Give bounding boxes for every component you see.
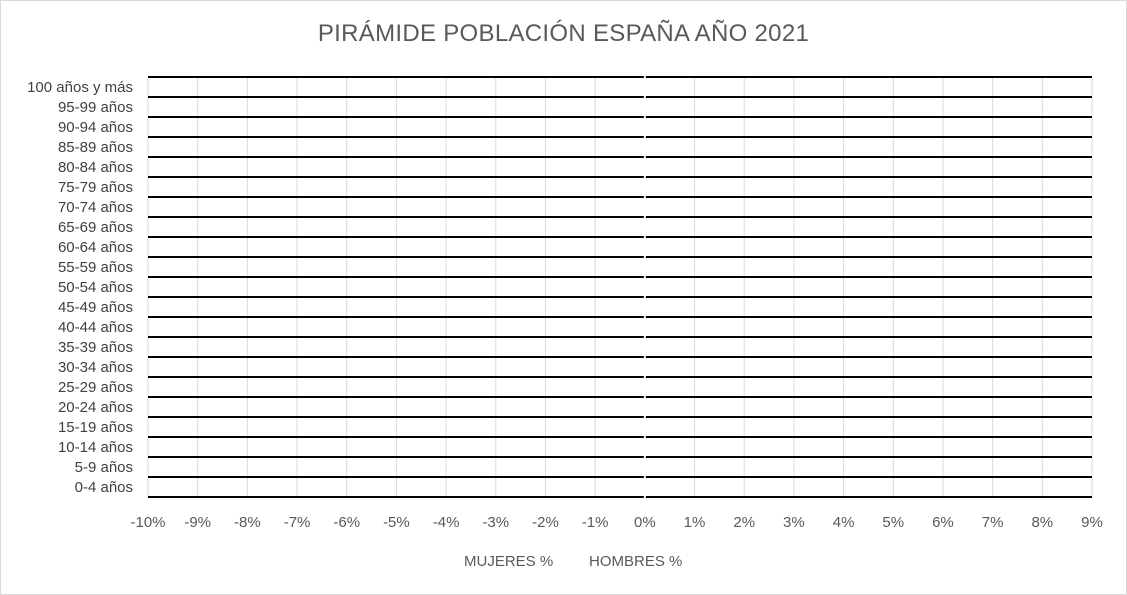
- y-tick-label: 50-54 años: [58, 279, 133, 296]
- y-tick-label: 20-24 años: [58, 399, 133, 416]
- x-tick-label: -9%: [184, 514, 211, 531]
- x-tick-label: 8%: [1031, 514, 1053, 531]
- legend-item-mujeres: MUJERES %: [464, 553, 554, 570]
- x-tick-label: 0%: [634, 514, 656, 531]
- x-tick-label: -10%: [130, 514, 165, 531]
- x-tick-label: 7%: [982, 514, 1004, 531]
- x-tick-label: 4%: [833, 514, 855, 531]
- legend-item-hombres: HOMBRES %: [589, 553, 683, 570]
- y-tick-label: 5-9 años: [75, 459, 133, 476]
- y-tick-label: 10-14 años: [58, 439, 133, 456]
- x-tick-label: 2%: [733, 514, 755, 531]
- x-tick-label: -5%: [383, 514, 410, 531]
- y-tick-label: 30-34 años: [58, 359, 133, 376]
- y-tick-label: 60-64 años: [58, 239, 133, 256]
- x-tick-label: 1%: [684, 514, 706, 531]
- x-tick-label: -8%: [234, 514, 261, 531]
- y-tick-label: 75-79 años: [58, 179, 133, 196]
- y-tick-label: 15-19 años: [58, 419, 133, 436]
- x-tick-label: 9%: [1081, 514, 1103, 531]
- x-tick-label: -2%: [532, 514, 559, 531]
- x-tick-label: -7%: [284, 514, 311, 531]
- x-tick-label: 5%: [882, 514, 904, 531]
- x-tick-label: -4%: [433, 514, 460, 531]
- y-tick-label: 70-74 años: [58, 199, 133, 216]
- y-tick-label: 0-4 años: [75, 479, 133, 496]
- x-tick-label: -6%: [333, 514, 360, 531]
- y-tick-label: 95-99 años: [58, 99, 133, 116]
- y-tick-label: 90-94 años: [58, 119, 133, 136]
- y-tick-label: 40-44 años: [58, 319, 133, 336]
- x-tick-label: -1%: [582, 514, 609, 531]
- y-tick-label: 100 años y más: [27, 79, 133, 96]
- chart-legend: MUJERES % HOMBRES %: [0, 553, 1127, 573]
- x-tick-label: 6%: [932, 514, 954, 531]
- y-tick-label: 25-29 años: [58, 379, 133, 396]
- y-tick-label: 85-89 años: [58, 139, 133, 156]
- chart-title: PIRÁMIDE POBLACIÓN ESPAÑA AÑO 2021: [317, 20, 810, 47]
- x-tick-label: -3%: [482, 514, 509, 531]
- y-tick-label: 80-84 años: [58, 159, 133, 176]
- y-tick-label: 65-69 años: [58, 219, 133, 236]
- y-tick-label: 55-59 años: [58, 259, 133, 276]
- y-tick-label: 35-39 años: [58, 339, 133, 356]
- y-tick-label: 45-49 años: [58, 299, 133, 316]
- x-tick-label: 3%: [783, 514, 805, 531]
